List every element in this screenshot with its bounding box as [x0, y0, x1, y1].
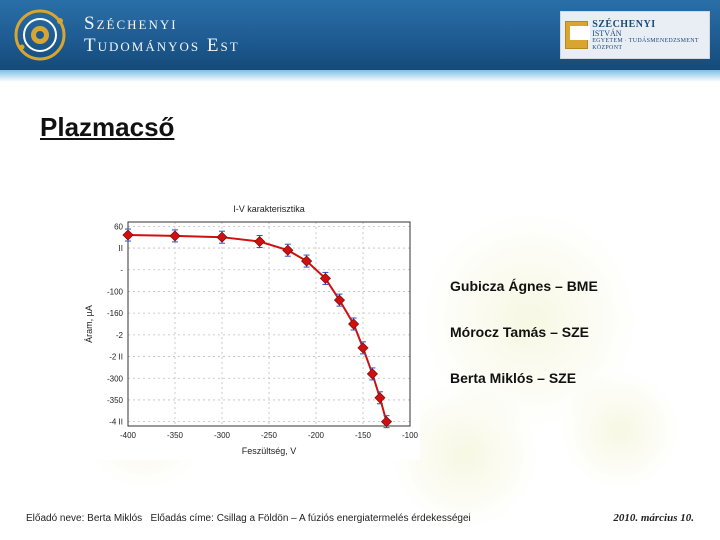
- author-list: Gubicza Ágnes – BME Mórocz Tamás – SZE B…: [450, 278, 690, 416]
- author-item: Berta Miklós – SZE: [450, 370, 690, 386]
- svg-text:-160: -160: [107, 309, 124, 318]
- footer-left-label: Előadó neve:: [26, 513, 84, 524]
- footer-date: 2010. március 10.: [613, 512, 694, 524]
- author-item: Gubicza Ágnes – BME: [450, 278, 690, 294]
- footer-left: Előadó neve: Berta Miklós Előadás címe: …: [26, 513, 471, 524]
- footer-left-value: Berta Miklós: [87, 513, 142, 524]
- header-line2: Tudományos Est: [84, 35, 560, 57]
- page-title: Plazmacső: [40, 112, 174, 143]
- badge-l1: SZÉCHENYI: [592, 19, 705, 30]
- svg-text:-400: -400: [120, 431, 137, 440]
- svg-text:-300: -300: [107, 374, 124, 383]
- header-right-badge: SZÉCHENYI ISTVÁN EGYETEM · TUDÁSMENEDZSM…: [560, 11, 710, 59]
- svg-text:-350: -350: [107, 396, 124, 405]
- header-title: Széchenyi Tudományos Est: [80, 13, 560, 57]
- header-logo: [0, 0, 80, 70]
- svg-text:I-V karakterisztika: I-V karakterisztika: [233, 204, 305, 214]
- svg-text:-200: -200: [308, 431, 325, 440]
- author-item: Mórocz Tamás – SZE: [450, 324, 690, 340]
- footer-mid-label: Előadás címe:: [151, 513, 214, 524]
- slide: Széchenyi Tudományos Est SZÉCHENYI ISTVÁ…: [0, 0, 720, 540]
- svg-text:-300: -300: [214, 431, 231, 440]
- svg-text:-2: -2: [116, 331, 124, 340]
- svg-text:-100: -100: [402, 431, 419, 440]
- header-edge: [0, 70, 720, 82]
- svg-text:II: II: [119, 244, 123, 253]
- svg-text:-: -: [120, 266, 123, 275]
- header-bar: Széchenyi Tudományos Est SZÉCHENYI ISTVÁ…: [0, 0, 720, 70]
- svg-text:-350: -350: [167, 431, 184, 440]
- header-line1: Széchenyi: [84, 13, 560, 35]
- svg-text:Feszültség, V: Feszültség, V: [242, 446, 297, 456]
- iv-chart: -4 II -350 -300 -2 II -2 -160 -100 - II 60 -400 -35…: [80, 200, 420, 460]
- svg-text:60: 60: [114, 222, 123, 231]
- svg-text:Áram, µA: Áram, µA: [84, 305, 94, 343]
- svg-text:-250: -250: [261, 431, 278, 440]
- svg-text:-100: -100: [107, 287, 124, 296]
- footer-mid-value: Csillag a Földön – A fúziós energiaterme…: [217, 513, 471, 524]
- badge-text: SZÉCHENYI ISTVÁN EGYETEM · TUDÁSMENEDZSM…: [592, 19, 705, 52]
- svg-text:-2 II: -2 II: [109, 353, 123, 362]
- footer: Előadó neve: Berta Miklós Előadás címe: …: [0, 512, 720, 524]
- svg-text:-4 II: -4 II: [109, 418, 123, 427]
- badge-l2: ISTVÁN: [592, 30, 705, 39]
- university-icon: [565, 21, 588, 49]
- badge-l3: EGYETEM · TUDÁSMENEDZSMENT KÖZPONT: [592, 38, 705, 51]
- svg-text:-150: -150: [355, 431, 372, 440]
